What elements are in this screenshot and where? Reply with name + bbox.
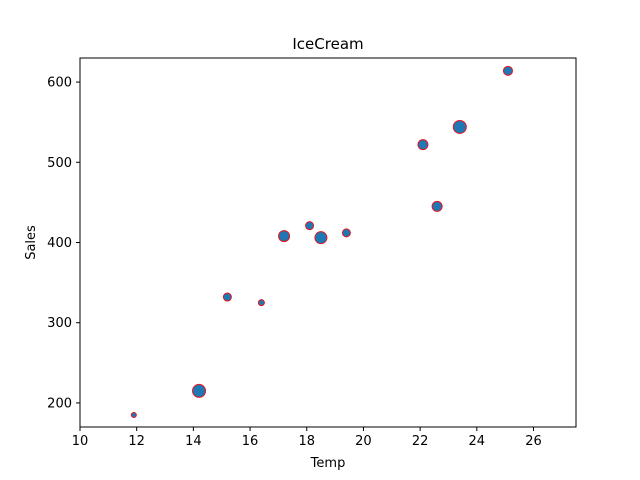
y-tick-label: 200 <box>47 396 72 411</box>
scatter-point <box>278 230 291 243</box>
x-tick-label: 12 <box>128 434 145 449</box>
scatter-points <box>130 65 513 418</box>
y-axis-ticks: 200 300 400 500 600 <box>47 76 80 411</box>
scatter-point <box>431 200 443 212</box>
x-tick-label: 26 <box>525 434 542 449</box>
scatter-point <box>130 411 137 418</box>
y-tick-label: 500 <box>47 156 72 171</box>
scatter-point <box>222 292 232 302</box>
x-tick-label: 14 <box>185 434 202 449</box>
x-tick-label: 16 <box>242 434 259 449</box>
x-tick-label: 22 <box>412 434 429 449</box>
x-tick-label: 18 <box>298 434 315 449</box>
scatter-point <box>305 221 315 231</box>
y-axis-label: Sales <box>24 225 39 260</box>
x-axis-label: Temp <box>310 456 346 471</box>
chart-title: IceCream <box>292 35 363 53</box>
scatter-point <box>257 299 265 307</box>
x-axis-ticks: 10 12 14 16 18 20 22 24 26 <box>72 427 542 449</box>
x-tick-label: 24 <box>469 434 486 449</box>
scatter-point <box>452 119 467 134</box>
scatter-point <box>341 228 351 238</box>
y-tick-label: 400 <box>47 236 72 251</box>
y-tick-label: 300 <box>47 316 72 331</box>
y-tick-label: 600 <box>47 76 72 91</box>
scatter-point <box>502 65 513 76</box>
scatter-point <box>192 383 207 398</box>
scatter-point <box>417 139 429 151</box>
x-tick-label: 20 <box>355 434 372 449</box>
x-tick-label: 10 <box>72 434 89 449</box>
scatter-point <box>314 231 328 245</box>
